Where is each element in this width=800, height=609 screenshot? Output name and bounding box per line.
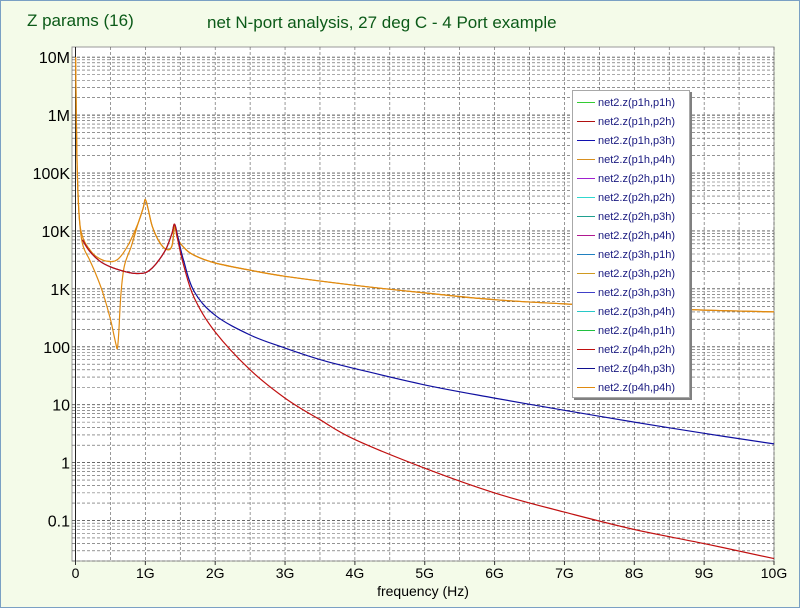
x-tick-label: 1G	[136, 565, 155, 581]
y-tick-label: 10	[52, 398, 70, 415]
y-tick-label: 1K	[50, 282, 70, 299]
legend-item: net2.z(p3h,p1h)	[577, 245, 675, 264]
legend-swatch	[577, 273, 595, 274]
legend-item: net2.z(p4h,p1h)	[577, 321, 675, 340]
x-tick-label: 6G	[485, 565, 504, 581]
legend-item: net2.z(p1h,p1h)	[577, 93, 675, 112]
x-tick-label: 7G	[555, 565, 574, 581]
legend-item: net2.z(p3h,p2h)	[577, 264, 675, 283]
window-title: Z params (16)	[27, 11, 134, 30]
legend-label: net2.z(p4h,p2h)	[598, 343, 676, 356]
y-tick-label: 1	[61, 456, 70, 473]
legend-item: net2.z(p3h,p3h)	[577, 283, 675, 302]
y-tick-label: 1M	[48, 108, 70, 125]
legend-swatch	[577, 368, 595, 369]
legend-swatch	[577, 292, 595, 293]
legend-swatch	[577, 197, 595, 198]
legend-item: net2.z(p2h,p1h)	[577, 169, 675, 188]
legend-label: net2.z(p2h,p2h)	[598, 191, 676, 204]
legend-item: net2.z(p4h,p2h)	[577, 340, 675, 359]
legend-swatch	[577, 216, 595, 217]
x-tick-label: 0	[72, 565, 80, 581]
x-tick-label: 2G	[206, 565, 225, 581]
legend: net2.z(p1h,p1h) net2.z(p1h,p2h) net2.z(p1h…	[572, 90, 690, 398]
x-axis-label: frequency (Hz)	[377, 583, 469, 599]
legend-label: net2.z(p3h,p4h)	[598, 305, 676, 318]
legend-swatch	[577, 102, 595, 103]
legend-swatch	[577, 121, 595, 122]
legend-label: net2.z(p4h,p1h)	[598, 324, 676, 337]
legend-label: net2.z(p1h,p1h)	[598, 96, 676, 109]
legend-label: net2.z(p4h,p4h)	[598, 381, 676, 394]
legend-item: net2.z(p4h,p3h)	[577, 359, 675, 378]
legend-item: net2.z(p2h,p4h)	[577, 226, 675, 245]
legend-label: net2.z(p3h,p3h)	[598, 286, 676, 299]
x-tick-label: 9G	[695, 565, 714, 581]
series-line-3	[81, 223, 775, 560]
x-tick-label: 5G	[415, 565, 434, 581]
legend-swatch	[577, 330, 595, 331]
legend-swatch	[577, 159, 595, 160]
y-axis-ticks: 0.1 1 10 100 1K 10K 100K 1M 10M	[33, 50, 71, 530]
legend-swatch	[577, 387, 595, 388]
x-tick-label: 10G	[761, 565, 787, 581]
legend-swatch	[577, 140, 595, 141]
legend-item: net2.z(p1h,p3h)	[577, 131, 675, 150]
legend-label: net2.z(p1h,p2h)	[598, 115, 676, 128]
series-line-1	[75, 57, 775, 350]
legend-item: net2.z(p1h,p4h)	[577, 150, 675, 169]
x-tick-label: 3G	[276, 565, 295, 581]
legend-label: net2.z(p1h,p3h)	[598, 134, 676, 147]
legend-item: net2.z(p2h,p3h)	[577, 207, 675, 226]
x-tick-label: 8G	[625, 565, 644, 581]
curves	[75, 57, 775, 560]
legend-item: net2.z(p3h,p4h)	[577, 302, 675, 321]
legend-label: net2.z(p4h,p3h)	[598, 362, 676, 375]
chart-title: net N-port analysis, 27 deg C - 4 Port e…	[207, 13, 557, 32]
x-tick-label: 4G	[346, 565, 365, 581]
legend-item: net2.z(p2h,p2h)	[577, 188, 675, 207]
legend-item: net2.z(p1h,p2h)	[577, 112, 675, 131]
x-axis-ticks: 0 1G 2G 3G 4G 5G 6G 7G 8G 9G 10G	[72, 561, 787, 581]
y-tick-label: 0.1	[48, 514, 70, 531]
legend-swatch	[577, 349, 595, 350]
y-tick-label: 10M	[39, 50, 70, 67]
legend-label: net2.z(p1h,p4h)	[598, 153, 676, 166]
y-tick-label: 10K	[42, 224, 71, 241]
legend-swatch	[577, 254, 595, 255]
legend-item: net2.z(p4h,p4h)	[577, 378, 675, 397]
legend-label: net2.z(p2h,p3h)	[598, 210, 676, 223]
legend-swatch	[577, 235, 595, 236]
y-tick-label: 100	[43, 340, 70, 357]
y-tick-label: 100K	[33, 166, 71, 183]
legend-swatch	[577, 311, 595, 312]
legend-label: net2.z(p2h,p4h)	[598, 229, 676, 242]
legend-label: net2.z(p3h,p1h)	[598, 248, 676, 261]
legend-swatch	[577, 178, 595, 179]
legend-label: net2.z(p2h,p1h)	[598, 172, 676, 185]
legend-label: net2.z(p3h,p2h)	[598, 267, 676, 280]
